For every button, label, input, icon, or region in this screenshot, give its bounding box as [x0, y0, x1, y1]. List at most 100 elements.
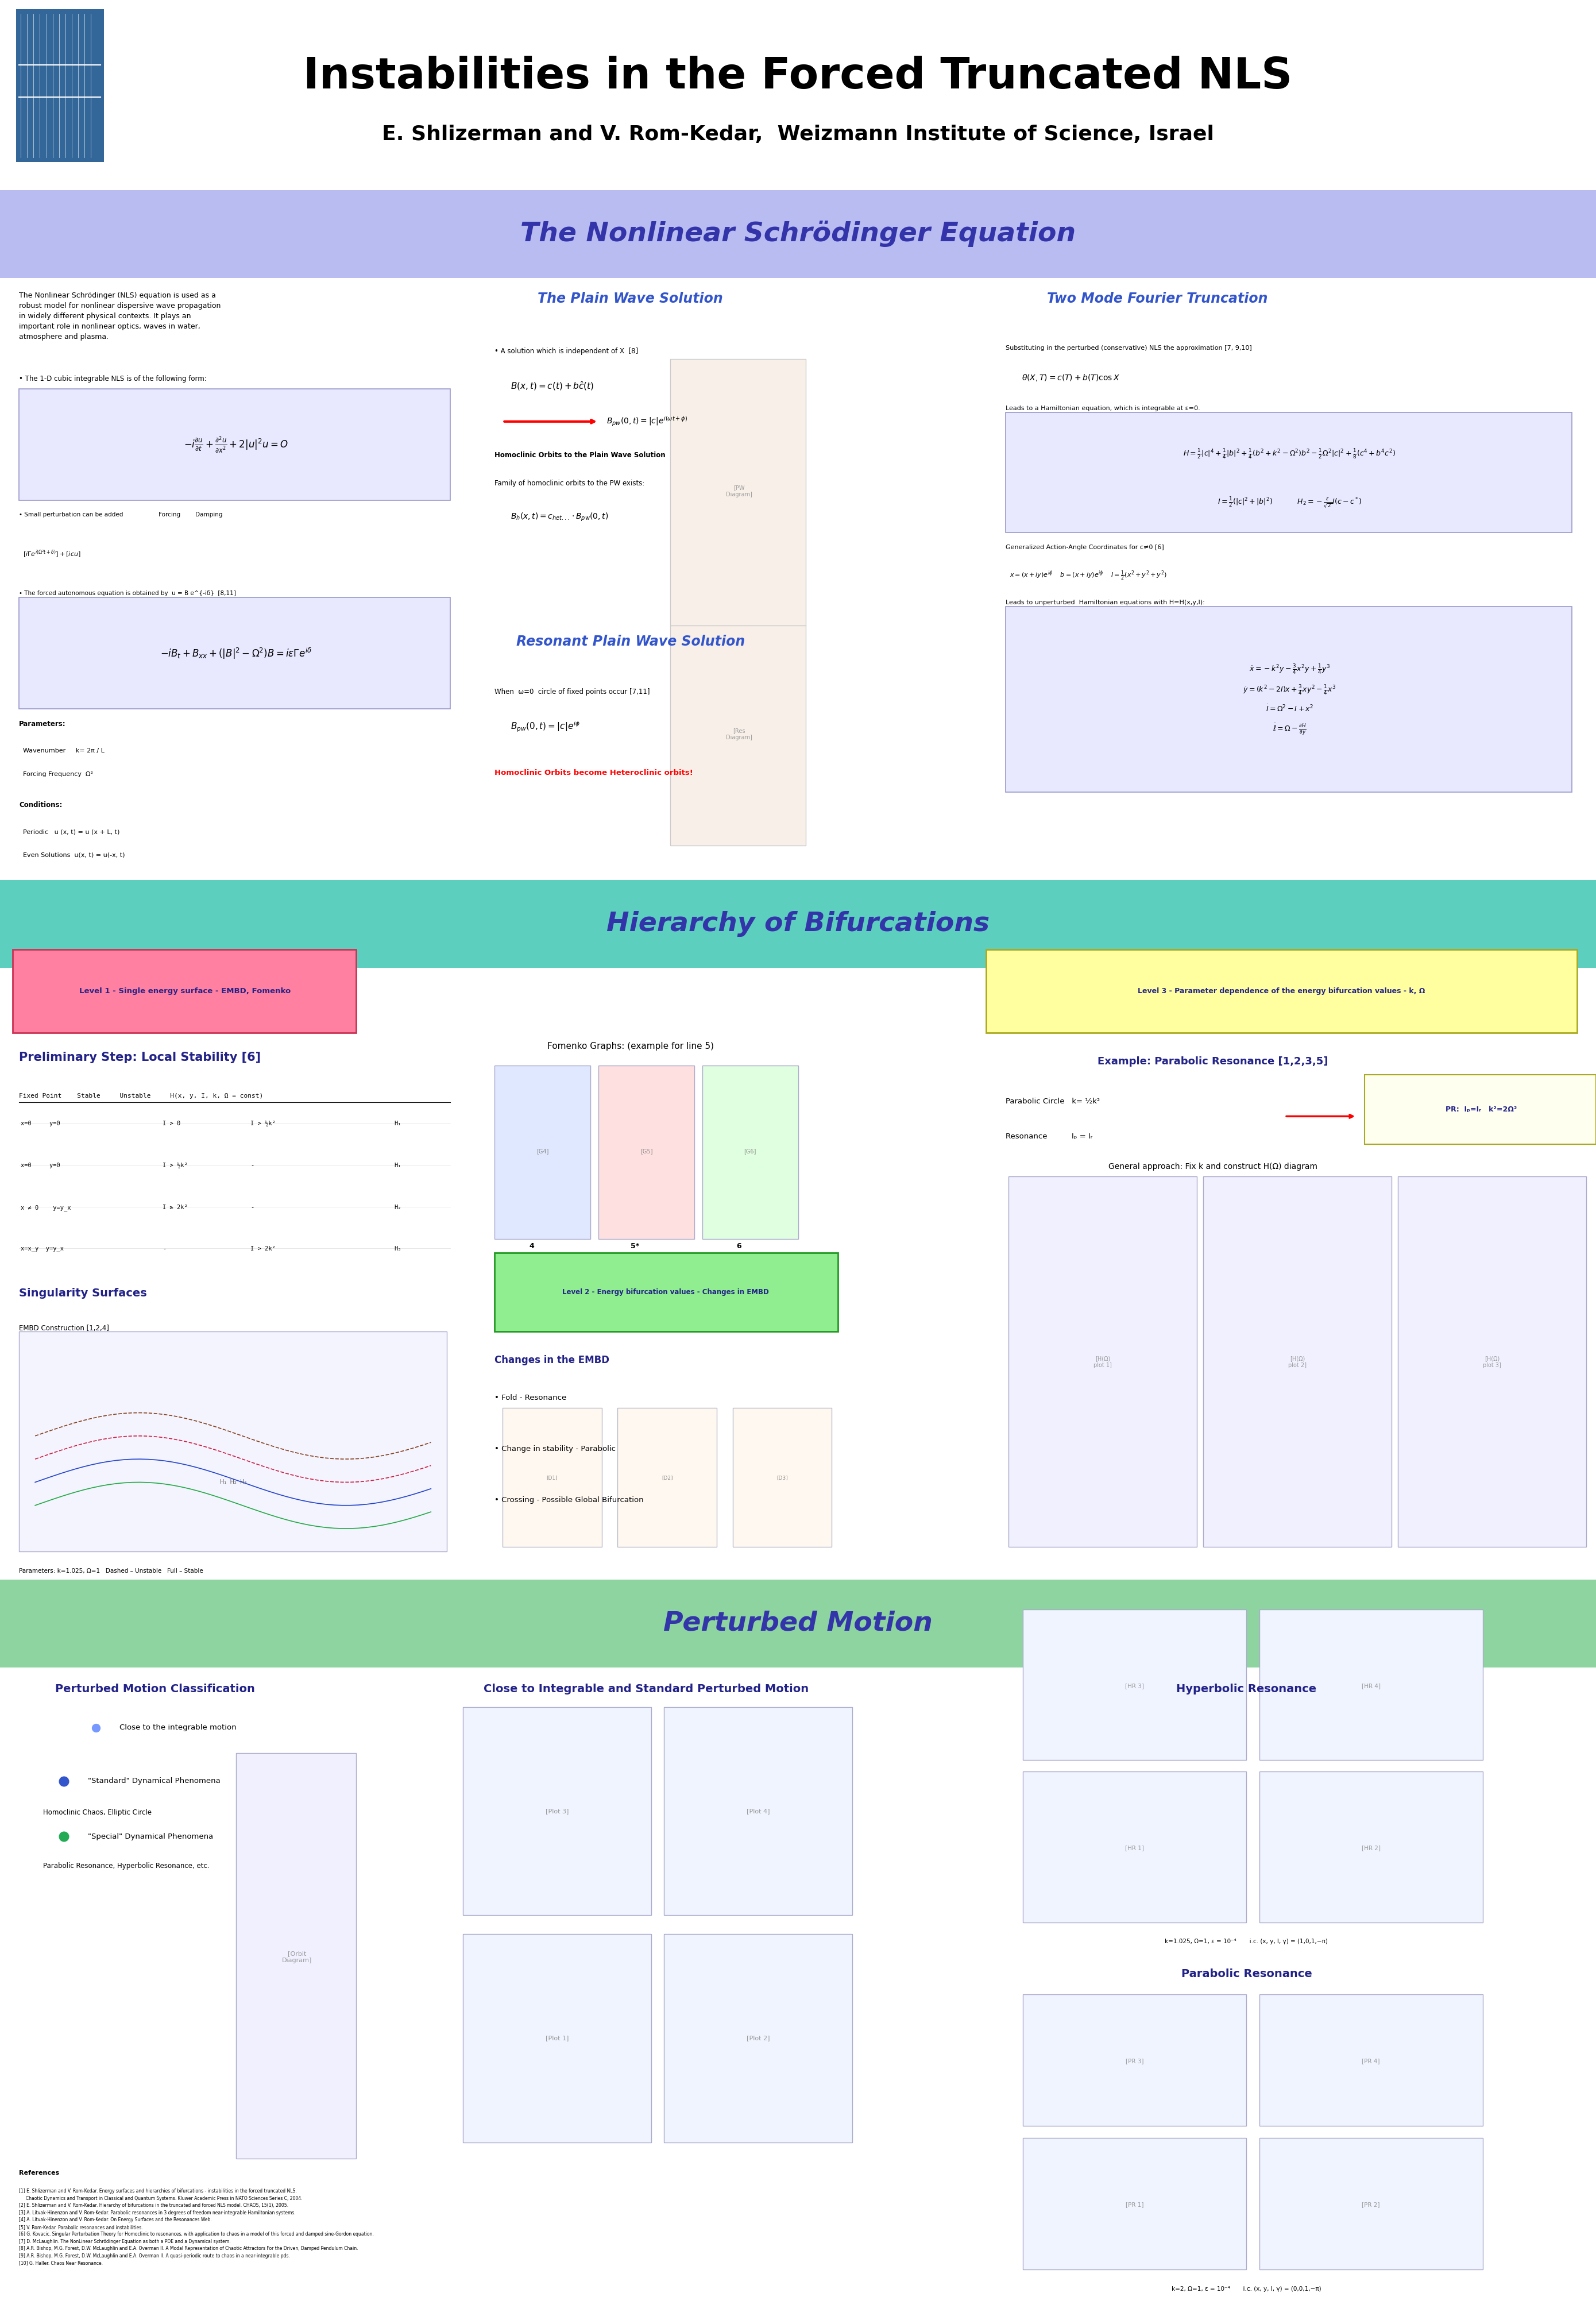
Text: $\theta(X,T)= c(T) + b(T)\cos X$: $\theta(X,T)= c(T) + b(T)\cos X$ — [1021, 373, 1119, 382]
FancyBboxPatch shape — [0, 190, 1596, 278]
Text: Resonant Plain Wave Solution: Resonant Plain Wave Solution — [516, 635, 745, 648]
Text: EMBD Construction [1,2,4]: EMBD Construction [1,2,4] — [19, 1325, 109, 1332]
Text: [G4]: [G4] — [536, 1149, 549, 1153]
Text: $B(x, t) = c(t) + b\hat{c}(t)$: $B(x, t) = c(t) + b\hat{c}(t)$ — [511, 380, 594, 391]
Text: • Small perturbation can be added                   Forcing        Damping: • Small perturbation can be added Forcin… — [19, 512, 223, 516]
Text: Two Mode Fourier Truncation: Two Mode Fourier Truncation — [1047, 292, 1267, 306]
Text: [PW
Diagram]: [PW Diagram] — [726, 484, 752, 498]
Text: Parabolic Resonance: Parabolic Resonance — [1181, 1969, 1312, 1980]
Text: x=0     y=0: x=0 y=0 — [21, 1121, 61, 1126]
Text: Homoclinic Chaos, Elliptic Circle: Homoclinic Chaos, Elliptic Circle — [43, 1809, 152, 1816]
FancyBboxPatch shape — [598, 1065, 694, 1239]
Text: Leads to unperturbed  Hamiltonian equations with H=H(x,y,I):: Leads to unperturbed Hamiltonian equatio… — [1005, 600, 1205, 604]
FancyBboxPatch shape — [1398, 1177, 1586, 1547]
Text: [Plot 2]: [Plot 2] — [747, 2036, 769, 2040]
FancyBboxPatch shape — [664, 1934, 852, 2142]
Text: [D2]: [D2] — [661, 1475, 674, 1480]
Text: E. Shlizerman and V. Rom-Kedar,  Weizmann Institute of Science, Israel: E. Shlizerman and V. Rom-Kedar, Weizmann… — [381, 125, 1215, 144]
Text: Level 2 - Energy bifurcation values - Changes in EMBD: Level 2 - Energy bifurcation values - Ch… — [562, 1288, 769, 1297]
Text: k=2, Ω=1, ε = 10⁻⁴       i.c. (x, y, l, γ) = (0,0,1,−π): k=2, Ω=1, ε = 10⁻⁴ i.c. (x, y, l, γ) = (… — [1171, 2286, 1321, 2291]
FancyBboxPatch shape — [702, 1065, 798, 1239]
Text: I > ½k²: I > ½k² — [163, 1163, 188, 1167]
Text: $-i\frac{\partial u}{\partial t} + \frac{\partial^2 u}{\partial x^2} + 2|u|^2 u : $-i\frac{\partial u}{\partial t} + \frac… — [184, 435, 289, 454]
FancyBboxPatch shape — [19, 1332, 447, 1552]
Text: [H(Ω)
plot 2]: [H(Ω) plot 2] — [1288, 1355, 1307, 1369]
FancyBboxPatch shape — [19, 598, 450, 709]
Text: [Plot 3]: [Plot 3] — [546, 1809, 568, 1813]
Text: [PR 1]: [PR 1] — [1125, 2203, 1144, 2207]
Text: Perturbed Motion: Perturbed Motion — [664, 1610, 932, 1637]
Text: Level 1 - Single energy surface - EMBD, Fomenko: Level 1 - Single energy surface - EMBD, … — [80, 987, 290, 996]
Text: $H = \frac{1}{2}|c|^4 + \frac{1}{4}|b|^2 + \frac{1}{4}(b^2+k^2-\Omega^2)b^2 - \f: $H = \frac{1}{2}|c|^4 + \frac{1}{4}|b|^2… — [1183, 447, 1396, 461]
Text: [G6]: [G6] — [744, 1149, 757, 1153]
Text: Generalized Action-Angle Coordinates for c≠0 [6]: Generalized Action-Angle Coordinates for… — [1005, 544, 1163, 549]
Text: [D3]: [D3] — [776, 1475, 788, 1480]
Text: The Nonlinear Schrödinger Equation: The Nonlinear Schrödinger Equation — [520, 220, 1076, 248]
Text: Homoclinic Orbits become Heteroclinic orbits!: Homoclinic Orbits become Heteroclinic or… — [495, 769, 693, 776]
Text: I > ½k²: I > ½k² — [251, 1121, 276, 1126]
FancyBboxPatch shape — [733, 1408, 832, 1547]
FancyBboxPatch shape — [1023, 1994, 1246, 2126]
Text: Homoclinic Orbits to the Plain Wave Solution: Homoclinic Orbits to the Plain Wave Solu… — [495, 452, 666, 459]
Text: -: - — [163, 1246, 166, 1251]
Text: $x = (x+iy)e^{i\phi}$    $b = (x+iy)e^{i\phi}$    $I = \frac{1}{2}(x^2+y^2+y^2)$: $x = (x+iy)e^{i\phi}$ $b = (x+iy)e^{i\ph… — [1005, 570, 1167, 581]
FancyBboxPatch shape — [618, 1408, 717, 1547]
Text: The Plain Wave Solution: The Plain Wave Solution — [538, 292, 723, 306]
Text: [Res
Diagram]: [Res Diagram] — [726, 727, 752, 741]
Text: • The 1-D cubic integrable NLS is of the following form:: • The 1-D cubic integrable NLS is of the… — [19, 375, 207, 382]
Text: Resonance          Iₚ = Iᵣ: Resonance Iₚ = Iᵣ — [1005, 1133, 1092, 1139]
FancyBboxPatch shape — [1023, 2138, 1246, 2270]
FancyBboxPatch shape — [503, 1408, 602, 1547]
Text: [H(Ω)
plot 3]: [H(Ω) plot 3] — [1483, 1355, 1502, 1369]
Text: Parabolic Circle   k= ½k²: Parabolic Circle k= ½k² — [1005, 1098, 1100, 1105]
Text: Perturbed Motion Classification: Perturbed Motion Classification — [54, 1684, 255, 1695]
Text: Preliminary Step: Local Stability [6]: Preliminary Step: Local Stability [6] — [19, 1051, 262, 1063]
Text: 5*: 5* — [630, 1241, 640, 1251]
FancyBboxPatch shape — [13, 950, 356, 1033]
FancyBboxPatch shape — [1009, 1177, 1197, 1547]
FancyBboxPatch shape — [1365, 1075, 1596, 1144]
Text: [PR 3]: [PR 3] — [1125, 2059, 1144, 2064]
Text: Even Solutions  u(x, t) = u(-x, t): Even Solutions u(x, t) = u(-x, t) — [19, 852, 124, 857]
Text: I > 0: I > 0 — [163, 1121, 180, 1126]
FancyBboxPatch shape — [664, 1707, 852, 1915]
FancyBboxPatch shape — [463, 1934, 651, 2142]
Text: Family of homoclinic orbits to the PW exists:: Family of homoclinic orbits to the PW ex… — [495, 479, 645, 486]
Text: Example: Parabolic Resonance [1,2,3,5]: Example: Parabolic Resonance [1,2,3,5] — [1098, 1056, 1328, 1065]
Text: General approach: Fix k and construct H(Ω) diagram: General approach: Fix k and construct H(… — [1109, 1163, 1317, 1170]
Text: Fixed Point    Stable     Unstable     H(x, y, I, k, Ω = const): Fixed Point Stable Unstable H(x, y, I, k… — [19, 1093, 263, 1098]
FancyBboxPatch shape — [1023, 1610, 1246, 1760]
FancyBboxPatch shape — [495, 1065, 591, 1239]
Text: Parameters: k=1.025, Ω=1   Dashed – Unstable   Full – Stable: Parameters: k=1.025, Ω=1 Dashed – Unstab… — [19, 1568, 203, 1573]
Text: H₂: H₂ — [394, 1204, 401, 1209]
Text: $B_{pw}(0, t) = |c| e^{i\phi}$: $B_{pw}(0, t) = |c| e^{i\phi}$ — [511, 720, 581, 734]
Text: Periodic   u (x, t) = u (x + L, t): Periodic u (x, t) = u (x + L, t) — [19, 829, 120, 834]
Text: H₁: H₁ — [394, 1121, 401, 1126]
Text: [Plot 1]: [Plot 1] — [546, 2036, 568, 2040]
Text: [HR 3]: [HR 3] — [1125, 1684, 1144, 1688]
FancyBboxPatch shape — [1259, 1772, 1483, 1922]
Text: $\dot{x} = -k^2 y - \frac{3}{4}x^2 y + \frac{1}{4}y^3$
$\dot{y} = \left(k^2 - 2I: $\dot{x} = -k^2 y - \frac{3}{4}x^2 y + \… — [1243, 662, 1336, 736]
FancyBboxPatch shape — [670, 625, 806, 845]
FancyBboxPatch shape — [463, 1707, 651, 1915]
Text: x=x_y  y=y_x: x=x_y y=y_x — [21, 1246, 64, 1251]
Text: [HR 1]: [HR 1] — [1125, 1846, 1144, 1850]
FancyBboxPatch shape — [236, 1753, 356, 2159]
Text: References: References — [19, 2170, 59, 2175]
Text: "Special" Dynamical Phenomena: "Special" Dynamical Phenomena — [88, 1832, 214, 1841]
FancyBboxPatch shape — [1203, 1177, 1392, 1547]
Text: $B_{pw}(0, t) = |c| e^{i(\omega t+\phi)}$: $B_{pw}(0, t) = |c| e^{i(\omega t+\phi)}… — [606, 415, 688, 428]
Text: • Fold - Resonance: • Fold - Resonance — [495, 1394, 567, 1401]
Text: $[i\Gamma e^{i(\Omega^2 t+\delta)}] + [i c u]$: $[i\Gamma e^{i(\Omega^2 t+\delta)}] + [i… — [19, 549, 81, 558]
Text: [1] E. Shlizerman and V. Rom-Kedar. Energy surfaces and hierarchies of bifurcati: [1] E. Shlizerman and V. Rom-Kedar. Ener… — [19, 2189, 373, 2265]
Text: Wavenumber     k= 2π / L: Wavenumber k= 2π / L — [19, 748, 105, 753]
Text: Forcing Frequency  Ω²: Forcing Frequency Ω² — [19, 771, 93, 776]
FancyBboxPatch shape — [495, 1253, 838, 1332]
Text: [H(Ω)
plot 1]: [H(Ω) plot 1] — [1093, 1355, 1112, 1369]
Text: Leads to a Hamiltonian equation, which is integrable at ε=0.: Leads to a Hamiltonian equation, which i… — [1005, 405, 1200, 410]
Text: 6: 6 — [736, 1241, 742, 1251]
Text: 4: 4 — [528, 1241, 535, 1251]
Text: [PR 2]: [PR 2] — [1361, 2203, 1381, 2207]
FancyBboxPatch shape — [1005, 607, 1572, 792]
Text: • The forced autonomous equation is obtained by  u = B e^{-iδ}  [8,11]: • The forced autonomous equation is obta… — [19, 591, 236, 595]
